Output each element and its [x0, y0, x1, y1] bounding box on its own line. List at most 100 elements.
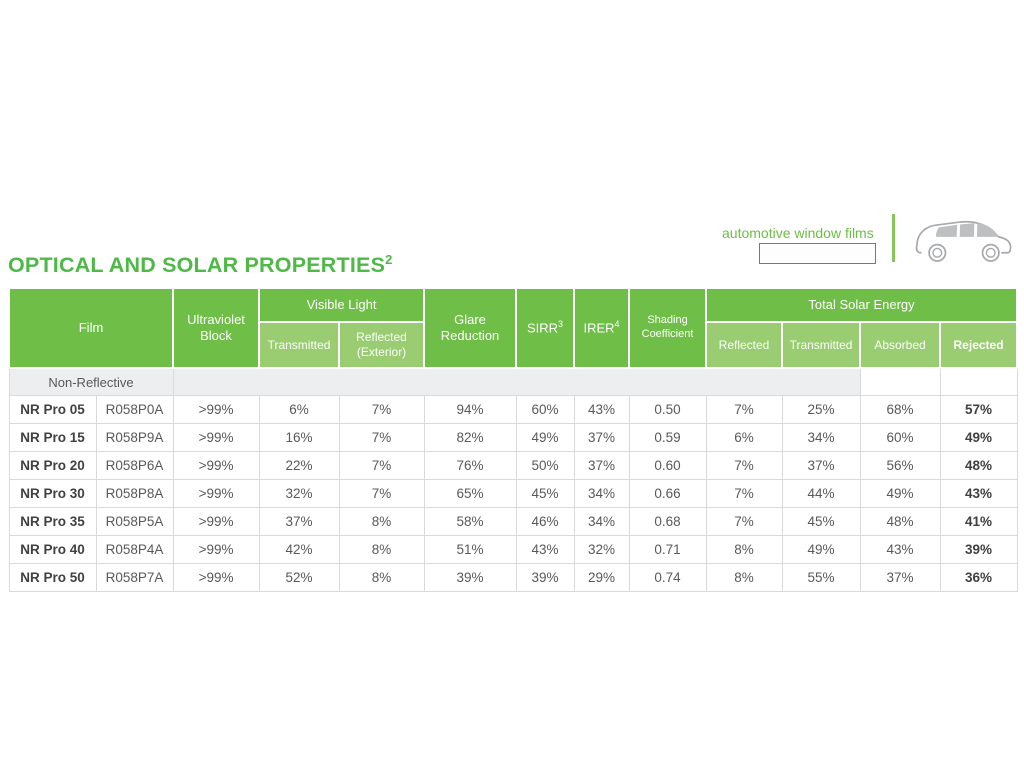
cell-code: R058P0A	[95, 395, 174, 424]
cell-tsej: 39%	[939, 535, 1018, 564]
cell-vlt: 6%	[258, 395, 340, 424]
cell-tset: 37%	[781, 451, 861, 480]
cell-glare: 94%	[423, 395, 517, 424]
cell-glare: 65%	[423, 479, 517, 508]
cell-sirr: 50%	[515, 451, 575, 480]
cell-vlt: 16%	[258, 423, 340, 452]
cell-glare: 82%	[423, 423, 517, 452]
cell-name: NR Pro 30	[8, 479, 97, 508]
table-row: NR Pro 05 R058P0A >99% 6% 7% 94% 60% 43% 0.50 7% 2…	[8, 395, 1018, 424]
cell-sc: 0.71	[628, 535, 707, 564]
cell-name: NR Pro 50	[8, 563, 97, 592]
section-row-non-reflective: Non-Reflective	[8, 367, 1018, 396]
cell-vlt: 42%	[258, 535, 340, 564]
cell-tser: 7%	[705, 479, 783, 508]
cell-vlt: 52%	[258, 563, 340, 592]
cell-tset: 34%	[781, 423, 861, 452]
cell-tsej: 49%	[939, 423, 1018, 452]
empty-cell-absorbed	[859, 367, 941, 396]
cell-uv: >99%	[172, 479, 260, 508]
cell-code: R058P7A	[95, 563, 174, 592]
cell-glare: 39%	[423, 563, 517, 592]
table-header: Film Ultraviolet Block Visible Light Gla…	[7, 287, 1019, 369]
cell-code: R058P6A	[95, 451, 174, 480]
table-row: NR Pro 50 R058P7A >99% 52% 8% 39% 39% 29% 0.74 8%…	[8, 563, 1018, 592]
cell-vlr: 8%	[338, 507, 425, 536]
cell-glare: 58%	[423, 507, 517, 536]
col-header-tse-transmitted: Transmitted	[781, 321, 862, 369]
cell-sirr: 45%	[515, 479, 575, 508]
cell-tset: 44%	[781, 479, 861, 508]
cell-tsej: 57%	[939, 395, 1018, 424]
cell-irer: 37%	[573, 423, 630, 452]
col-header-sirr: SIRR3	[515, 287, 576, 369]
cell-sirr: 49%	[515, 423, 575, 452]
properties-table: Film Ultraviolet Block Visible Light Gla…	[7, 287, 1019, 592]
cell-sc: 0.50	[628, 395, 707, 424]
cell-tsea: 56%	[859, 451, 941, 480]
cell-tset: 55%	[781, 563, 861, 592]
col-header-tse-rejected: Rejected	[939, 321, 1019, 369]
cell-code: R058P5A	[95, 507, 174, 536]
cell-vlt: 22%	[258, 451, 340, 480]
cell-sc: 0.68	[628, 507, 707, 536]
cell-code: R058P4A	[95, 535, 174, 564]
cell-irer: 34%	[573, 479, 630, 508]
cell-tsej: 36%	[939, 563, 1018, 592]
cell-irer: 37%	[573, 451, 630, 480]
cell-glare: 51%	[423, 535, 517, 564]
redacted-logo-box	[759, 243, 876, 264]
cell-tsea: 48%	[859, 507, 941, 536]
col-header-film: Film	[7, 287, 175, 369]
cell-tset: 45%	[781, 507, 861, 536]
irer-label: IRER	[583, 320, 615, 336]
cell-tsej: 48%	[939, 451, 1018, 480]
cell-vlr: 7%	[338, 451, 425, 480]
cell-uv: >99%	[172, 451, 260, 480]
col-header-irer: IRER4	[573, 287, 631, 369]
cell-tser: 7%	[705, 507, 783, 536]
cell-sc: 0.66	[628, 479, 707, 508]
cell-tset: 49%	[781, 535, 861, 564]
cell-sirr: 43%	[515, 535, 575, 564]
cell-tsea: 43%	[859, 535, 941, 564]
table-row: NR Pro 20 R058P6A >99% 22% 7% 76% 50% 37% 0.60 7%…	[8, 451, 1018, 480]
table-row: NR Pro 35 R058P5A >99% 37% 8% 58% 46% 34% 0.68 7%…	[8, 507, 1018, 536]
section-band	[172, 367, 861, 396]
sirr-label: SIRR	[526, 320, 559, 336]
cell-irer: 29%	[573, 563, 630, 592]
cell-tset: 25%	[781, 395, 861, 424]
cell-uv: >99%	[172, 395, 260, 424]
cell-tser: 6%	[705, 423, 783, 452]
cell-tser: 7%	[705, 451, 783, 480]
col-header-total-solar-energy: Total Solar Energy	[705, 287, 1019, 323]
sirr-superscript: 3	[558, 319, 564, 330]
cell-tsea: 68%	[859, 395, 941, 424]
col-header-visible-light: Visible Light	[258, 287, 426, 323]
cell-tsej: 41%	[939, 507, 1018, 536]
cell-vlr: 7%	[338, 395, 425, 424]
cell-sc: 0.60	[628, 451, 707, 480]
cell-sc: 0.59	[628, 423, 707, 452]
col-header-tse-absorbed: Absorbed	[859, 321, 942, 369]
table-row: NR Pro 40 R058P4A >99% 42% 8% 51% 43% 32% 0.71 8%…	[8, 535, 1018, 564]
cell-vlt: 32%	[258, 479, 340, 508]
cell-vlr: 8%	[338, 535, 425, 564]
col-header-vl-transmitted: Transmitted	[258, 321, 341, 369]
cell-irer: 34%	[573, 507, 630, 536]
car-icon	[912, 214, 1016, 264]
cell-code: R058P8A	[95, 479, 174, 508]
col-header-vl-reflected-exterior: Reflected (Exterior)	[338, 321, 426, 369]
cell-uv: >99%	[172, 535, 260, 564]
cell-vlt: 37%	[258, 507, 340, 536]
cell-tsea: 37%	[859, 563, 941, 592]
cell-sirr: 46%	[515, 507, 575, 536]
cell-name: NR Pro 15	[8, 423, 97, 452]
brand-divider	[892, 214, 895, 262]
cell-tser: 7%	[705, 395, 783, 424]
table-row: NR Pro 15 R058P9A >99% 16% 7% 82% 49% 37% 0.59 6%…	[8, 423, 1018, 452]
cell-vlr: 8%	[338, 563, 425, 592]
cell-tser: 8%	[705, 535, 783, 564]
cell-name: NR Pro 35	[8, 507, 97, 536]
